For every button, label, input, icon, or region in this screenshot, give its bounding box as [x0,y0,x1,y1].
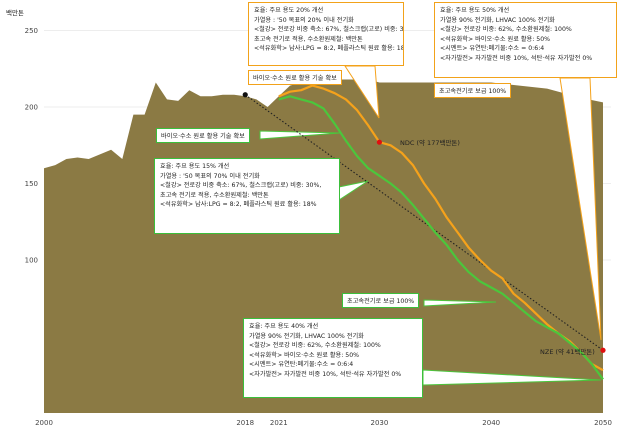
callout-line: 효율: 주요 용도 15% 개선 [160,163,230,170]
callout-ndc-2030-tag: 바이오·수소 원료 활용 기술 확보 [248,70,342,85]
callout-ndc-2050: 효율: 주요 용도 50% 개선 가열용 90% 전기화, LHVAC 100%… [434,2,617,78]
callout-line: 가열용 90% 전기화, LHVAC 100% 전기화 [249,332,364,340]
callout-line: <시멘트> 유연탄:폐기물:수소 = 0:6:4 [249,361,354,369]
y-tick-label: 150 [25,180,38,188]
y-tick-label: 250 [25,27,38,35]
ndc-line [278,84,604,372]
nze-line [278,95,604,380]
callout-nze-tag-2: 초고속전기로 보급 100% [342,293,420,308]
pointer-nze-2050 [422,369,602,386]
callout-line: <석유화학> 바이오·수소 원료 활용: 50% [440,35,551,43]
callout-line: 초고속 전기로 적용, 수소환원제철: 백만톤 [160,191,269,199]
callout-line: <석유화학> 납사:LPG = 8:2, 폐플라스틱 원료 활용: 18% [254,45,404,53]
x-tick-label: 2050 [594,419,612,427]
callout-nze-2030: 효율: 주요 용도 15% 개선 가열용 : '50 목표의 70% 이내 전기… [154,158,340,234]
callout-nze-tag-1: 바이오·수소 원료 활용 기술 확보 [156,128,250,143]
nze_target-marker [600,347,606,353]
callout-line: <자가발전> 자가발전 비중 10%, 석탄·석유 자가발전 0% [440,55,593,63]
callout-line: <석유화학> 바이오·수소 원료 활용: 50% [249,351,360,359]
pointer-nze-tag1 [259,130,341,140]
ndc-series-label: NDC (약 177백만톤) [400,139,460,147]
callout-line: 가열용 : '50 목표의 70% 이내 전기화 [160,172,260,180]
callout-line: <시멘트> 유연탄:폐기물:수소 = 0:6:4 [440,45,545,53]
callout-line: <철강> 전로강 비중 축소: 67%, 철스크랩(고로) 비중: 30%, [160,182,322,190]
callout-ndc-2040-tag: 초고속전기로 보급 100% [434,83,512,98]
pointer-ndc-2030 [344,65,380,119]
y-axis-label: 백만톤 [6,9,24,17]
start-marker [242,92,248,98]
callout-line: 효율: 주요 용도 50% 개선 [440,7,510,14]
ndc_target-marker [376,139,382,145]
callout-line: <철강> 전로강 비중: 62%, 수소환원제철: 100% [249,342,381,350]
x-tick-label: 2018 [236,419,254,427]
y-tick-label: 100 [25,257,38,265]
y-tick-label: 200 [25,104,38,112]
callout-line: 초고속 전기로 적용, 수소환원제철: 백만톤 [254,35,363,43]
pointer-ndc-2050 [559,77,602,341]
callout-line: 효율: 주요 용도 20% 개선 [254,7,324,14]
callout-line: 가열용 : '50 목표의 20% 이내 전기화 [254,16,354,24]
tick-labels: 100 150 200 250 2000 2018 2021 2030 2040 2050 [25,27,612,427]
pointer-nze-tag2 [423,299,497,307]
callout-line: <철강> 전로강 비중: 62%, 수소환원제철: 100% [440,26,572,34]
callout-line: <자가발전> 자가발전 비중 10%, 석탄·석유 자가발전 0% [249,371,402,379]
callout-line: 가열용 90% 전기화, LHVAC 100% 전기화 [440,16,555,24]
x-tick-label: 2000 [35,419,53,427]
callout-line: <석유화학> 납사:LPG = 8:2, 폐플라스틱 원료 활용: 18% [160,201,317,209]
callout-line: <철강> 전로강 비중 축소: 67%, 철스크랩(고로) 비중: 30%, [254,26,404,34]
x-tick-label: 2040 [482,419,500,427]
callout-line: 효율: 주요 용도 40% 개선 [249,323,319,330]
callout-ndc-2030: 효율: 주요 용도 20% 개선 가열용 : '50 목표의 20% 이내 전기… [248,2,404,66]
series-lines [244,84,604,380]
nze-series-label: NZE (약 41백만톤) [540,348,595,356]
markers [242,92,606,353]
callout-nze-2050: 효율: 주요 용도 40% 개선 가열용 90% 전기화, LHVAC 100%… [243,318,423,398]
x-tick-label: 2021 [270,419,288,427]
x-tick-label: 2030 [370,419,388,427]
